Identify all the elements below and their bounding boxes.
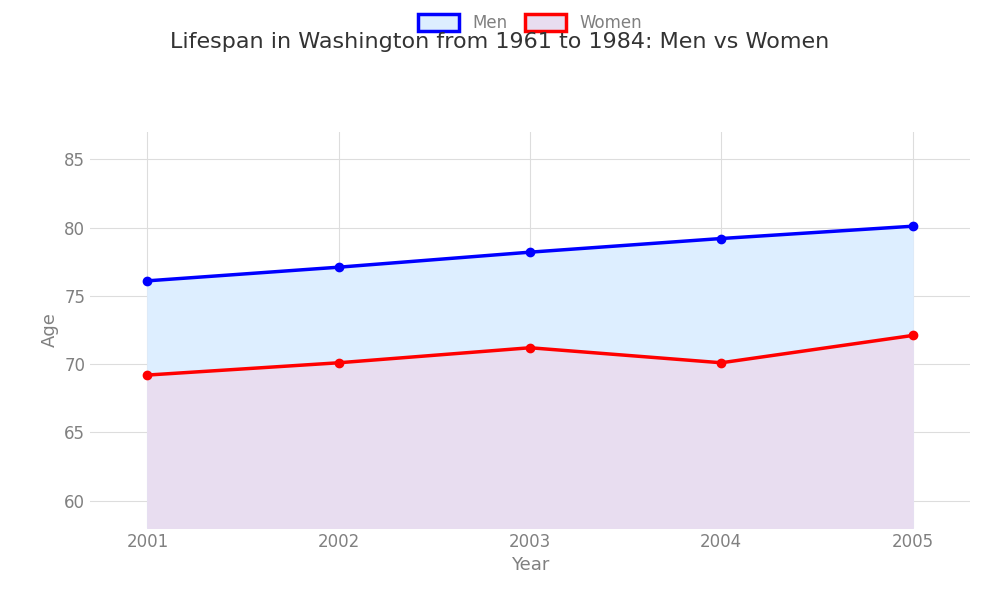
Y-axis label: Age: Age: [41, 313, 59, 347]
Legend: Men, Women: Men, Women: [418, 14, 642, 32]
X-axis label: Year: Year: [511, 556, 549, 574]
Text: Lifespan in Washington from 1961 to 1984: Men vs Women: Lifespan in Washington from 1961 to 1984…: [170, 32, 830, 52]
